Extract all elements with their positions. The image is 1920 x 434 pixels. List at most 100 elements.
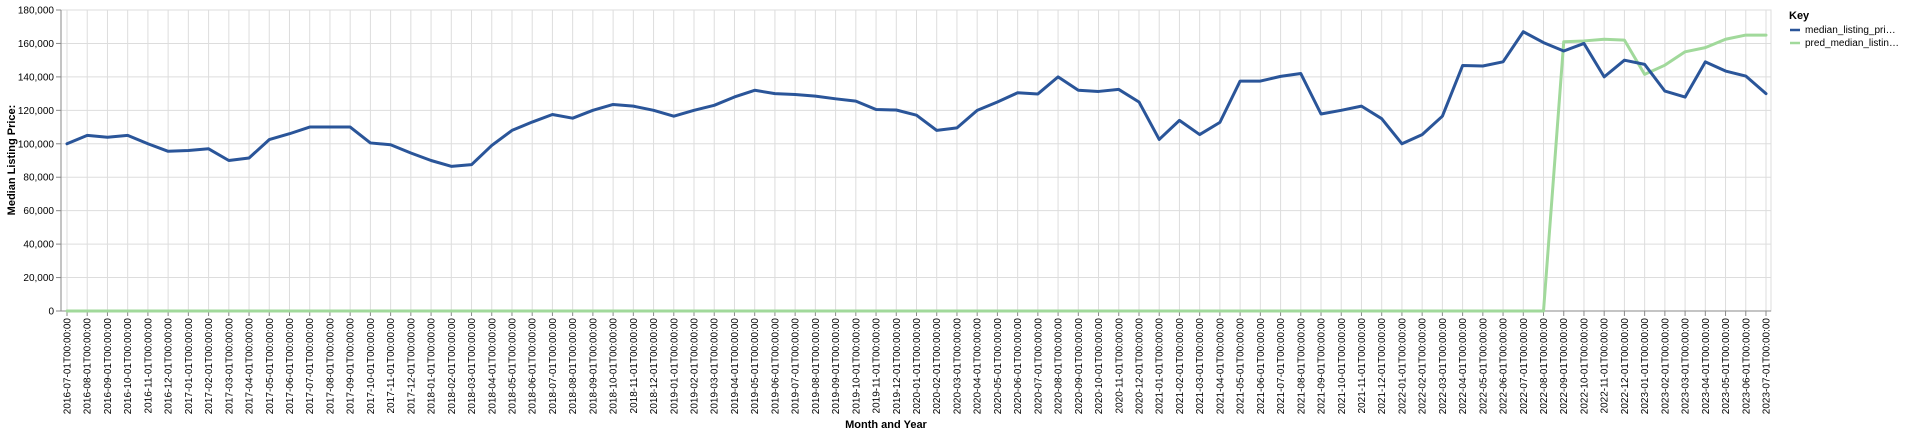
- x-tick-label: 2017-08-01T00:00:00: [325, 318, 336, 415]
- x-tick-label: 2016-11-01T00:00:00: [143, 318, 154, 414]
- data-point-1: [936, 310, 938, 312]
- data-point-0: [1745, 75, 1747, 77]
- x-tick-label: 2020-07-01T00:00:00: [1033, 318, 1044, 415]
- data-point-0: [1563, 50, 1565, 52]
- x-tick-label: 2022-12-01T00:00:00: [1620, 318, 1631, 415]
- data-point-0: [1684, 96, 1686, 98]
- x-tick-label: 2018-10-01T00:00:00: [609, 318, 620, 415]
- x-tick-label: 2021-10-01T00:00:00: [1337, 318, 1348, 415]
- y-axis-ticks: 0 20,000 40,000 60,000 80,000 100,000 120,000 1…: [18, 6, 61, 318]
- data-point-0: [430, 159, 432, 161]
- y-tick-label: 40,000: [23, 240, 54, 251]
- data-point-0: [1340, 109, 1342, 111]
- data-point-0: [288, 133, 290, 135]
- data-point-1: [1563, 41, 1565, 43]
- data-point-1: [450, 310, 452, 312]
- data-point-1: [1745, 34, 1747, 36]
- data-point-1: [1138, 310, 1140, 312]
- data-point-1: [207, 310, 209, 312]
- x-tick-label: 2021-07-01T00:00:00: [1276, 318, 1287, 415]
- data-point-0: [1360, 105, 1362, 107]
- x-tick-label: 2020-02-01T00:00:00: [932, 318, 943, 415]
- data-point-0: [1138, 101, 1140, 103]
- data-point-1: [753, 310, 755, 312]
- data-point-1: [1401, 310, 1403, 312]
- data-point-1: [875, 310, 877, 312]
- x-tick-label: 2021-08-01T00:00:00: [1296, 318, 1307, 415]
- data-point-1: [470, 310, 472, 312]
- data-point-0: [551, 113, 553, 115]
- data-point-0: [1583, 42, 1585, 44]
- x-tick-label: 2018-08-01T00:00:00: [568, 318, 579, 415]
- data-point-1: [126, 310, 128, 312]
- data-point-1: [571, 310, 573, 312]
- y-tick-label: 120,000: [18, 106, 55, 117]
- data-point-0: [936, 129, 938, 131]
- data-point-0: [1057, 76, 1059, 78]
- x-tick-label: 2020-10-01T00:00:00: [1094, 318, 1105, 415]
- data-point-0: [1643, 63, 1645, 65]
- x-tick-label: 2017-10-01T00:00:00: [366, 318, 377, 415]
- x-tick-label: 2022-03-01T00:00:00: [1438, 318, 1449, 415]
- data-point-1: [1381, 310, 1383, 312]
- data-point-0: [915, 114, 917, 116]
- data-point-1: [1664, 64, 1666, 66]
- data-point-0: [956, 127, 958, 129]
- data-point-1: [1522, 310, 1524, 312]
- data-point-1: [652, 310, 654, 312]
- x-tick-label: 2019-04-01T00:00:00: [730, 318, 741, 415]
- x-tick-label: 2023-05-01T00:00:00: [1721, 318, 1732, 415]
- data-point-0: [794, 93, 796, 95]
- legend-label: median_listing_pri…: [1805, 25, 1896, 36]
- data-point-1: [1441, 310, 1443, 312]
- data-point-1: [612, 310, 614, 312]
- x-tick-label: 2019-03-01T00:00:00: [710, 318, 721, 415]
- data-point-1: [996, 310, 998, 312]
- data-point-0: [531, 121, 533, 123]
- x-tick-label: 2019-08-01T00:00:00: [811, 318, 822, 415]
- x-tick-label: 2021-11-01T00:00:00: [1357, 318, 1368, 414]
- data-point-1: [915, 310, 917, 312]
- x-tick-label: 2020-06-01T00:00:00: [1013, 318, 1024, 415]
- data-point-0: [1704, 61, 1706, 63]
- x-tick-label: 2022-08-01T00:00:00: [1539, 318, 1550, 415]
- x-tick-label: 2021-02-01T00:00:00: [1175, 318, 1186, 415]
- x-tick-label: 2016-09-01T00:00:00: [103, 318, 114, 415]
- x-axis-ticks: 2016-07-01T00:00:00 2016-08-01T00:00:00 20…: [63, 311, 1773, 414]
- data-point-0: [976, 109, 978, 111]
- x-tick-label: 2021-01-01T00:00:00: [1155, 318, 1166, 415]
- x-tick-label: 2023-04-01T00:00:00: [1701, 318, 1712, 415]
- x-tick-label: 2018-03-01T00:00:00: [467, 318, 478, 415]
- x-tick-label: 2022-09-01T00:00:00: [1559, 318, 1570, 415]
- data-point-0: [86, 134, 88, 136]
- x-tick-label: 2021-09-01T00:00:00: [1317, 318, 1328, 415]
- x-tick-label: 2021-12-01T00:00:00: [1377, 318, 1388, 415]
- data-point-1: [1097, 310, 1099, 312]
- x-tick-label: 2022-05-01T00:00:00: [1478, 318, 1489, 415]
- data-point-0: [592, 109, 594, 111]
- x-tick-label: 2017-01-01T00:00:00: [184, 318, 195, 415]
- x-tick-label: 2020-04-01T00:00:00: [973, 318, 984, 415]
- series-line-0: [65, 30, 1768, 168]
- x-tick-label: 2018-04-01T00:00:00: [487, 318, 498, 415]
- x-tick-label: 2020-09-01T00:00:00: [1074, 318, 1085, 415]
- data-point-1: [1016, 310, 1018, 312]
- data-point-1: [1765, 34, 1767, 36]
- data-point-0: [612, 103, 614, 105]
- data-point-1: [1219, 310, 1221, 312]
- data-point-1: [410, 310, 412, 312]
- y-tick-label: 180,000: [18, 6, 55, 17]
- x-tick-label: 2019-07-01T00:00:00: [791, 318, 802, 415]
- y-tick-label: 60,000: [23, 206, 54, 217]
- data-point-1: [329, 310, 331, 312]
- data-point-1: [814, 310, 816, 312]
- data-point-0: [1219, 121, 1221, 123]
- data-point-1: [1583, 40, 1585, 42]
- x-tick-label: 2017-12-01T00:00:00: [406, 318, 417, 415]
- y-tick-label: 80,000: [23, 173, 54, 184]
- data-point-1: [1320, 310, 1322, 312]
- data-point-0: [248, 157, 250, 159]
- x-tick-label: 2017-06-01T00:00:00: [285, 318, 296, 415]
- data-point-0: [1542, 41, 1544, 43]
